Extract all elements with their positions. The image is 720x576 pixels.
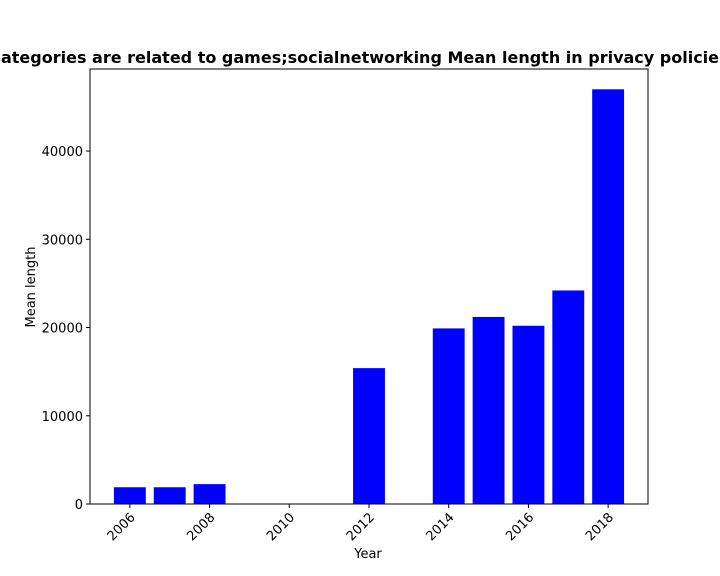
bars-group: [113, 89, 625, 504]
x-tick-label: 2012: [344, 510, 378, 544]
bar-2014: [432, 328, 465, 504]
x-axis-ticks: 2006 2008 2010 2012 2014 2016 2018: [105, 504, 617, 544]
y-axis-label: Mean length: [24, 247, 39, 328]
x-tick-label: 2018: [583, 510, 617, 544]
y-tick-label: 40000: [42, 145, 83, 160]
chart-title: ategories are related to games;socialnet…: [1, 48, 719, 67]
y-axis-ticks: 0 10000 20000 30000 40000: [42, 145, 90, 513]
x-tick-label: 2006: [105, 510, 139, 544]
plot-area-frame: [89, 68, 649, 505]
y-tick-label: 10000: [42, 410, 83, 425]
x-tick-label: 2016: [503, 510, 537, 544]
bar-2015: [472, 316, 505, 504]
bar-2012: [353, 368, 385, 504]
y-tick-label: 30000: [42, 233, 83, 248]
bar-2017: [552, 290, 585, 504]
bar-2007: [153, 487, 186, 504]
x-tick-label: 2014: [424, 510, 458, 544]
x-tick-label: 2010: [264, 510, 298, 544]
bar-2006: [113, 487, 146, 504]
bar-2008: [193, 484, 226, 504]
x-tick-label: 2008: [184, 510, 218, 544]
y-tick-label: 20000: [42, 322, 83, 337]
x-axis-label: Year: [353, 547, 382, 562]
y-tick-label: 0: [75, 498, 83, 513]
bar-2016: [512, 325, 545, 504]
bar-2018: [592, 89, 625, 504]
